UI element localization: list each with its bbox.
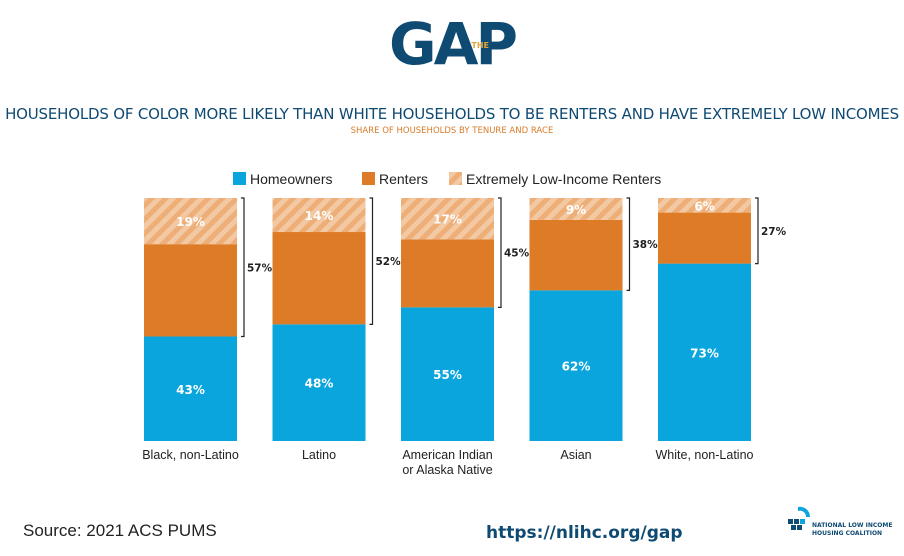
label-eli-2: 14% bbox=[305, 209, 334, 223]
label-eli-3: 17% bbox=[433, 213, 462, 227]
bracket-4 bbox=[626, 197, 631, 291]
logo-wordmark: GAP THE bbox=[388, 10, 518, 78]
bar-eli-5 bbox=[658, 198, 751, 213]
source-link[interactable]: https://nlihc.org/gap bbox=[486, 523, 683, 543]
label-homeowners-5: 73% bbox=[690, 346, 719, 360]
bracket-3 bbox=[498, 197, 502, 308]
bracket-2 bbox=[369, 197, 374, 325]
category-label-3: American Indian or Alaska Native bbox=[402, 448, 492, 477]
source-note: Source: 2021 ACS PUMS bbox=[23, 521, 217, 540]
logo-text: GAP bbox=[388, 10, 518, 78]
category-label-5: White, non-Latino bbox=[656, 448, 754, 462]
legend-swatch-1 bbox=[233, 172, 246, 185]
bar-eli-2 bbox=[272, 198, 366, 233]
bar-renters-1 bbox=[144, 244, 237, 337]
bracket-1 bbox=[241, 197, 245, 338]
chart-subtitle: SHARE OF HOUSEHOLDS BY TENURE AND RACE bbox=[350, 126, 554, 136]
legend: Homeowners Renters Extremely Low-Income Re… bbox=[233, 171, 661, 187]
logo-small-text: THE bbox=[471, 41, 489, 50]
legend-swatch-3 bbox=[449, 172, 462, 185]
bar-renters-5 bbox=[658, 212, 751, 264]
label-renters-total-4: 38% bbox=[633, 239, 659, 251]
bar-homeowners-5 bbox=[658, 263, 751, 441]
bar-renters-4 bbox=[529, 219, 623, 291]
label-renters-total-5: 27% bbox=[761, 226, 787, 238]
label-homeowners-1: 43% bbox=[176, 383, 205, 397]
chart-title: HOUSEHOLDS OF COLOR MORE LIKELY THAN WHI… bbox=[5, 105, 899, 123]
bar-renters-2 bbox=[272, 232, 366, 325]
legend-label-3: Extremely Low-Income Renters bbox=[466, 171, 661, 187]
label-renters-total-3: 45% bbox=[504, 248, 530, 260]
org-logo: NATIONAL LOW INCOME HOUSING COALITION bbox=[786, 497, 898, 547]
org-name-line2: HOUSING COALITION bbox=[812, 530, 883, 537]
org-name-line1: NATIONAL LOW INCOME bbox=[812, 522, 893, 529]
bar-homeowners-3 bbox=[401, 307, 494, 441]
bracket-5 bbox=[755, 197, 759, 265]
category-label-4: Asian bbox=[560, 448, 591, 462]
legend-label-2: Renters bbox=[379, 171, 428, 187]
stacked-bar-chart: Homeowners Renters Extremely Low-Income Re… bbox=[142, 171, 787, 477]
house-icon bbox=[788, 506, 811, 530]
label-homeowners-3: 55% bbox=[433, 368, 462, 382]
legend-swatch-2 bbox=[362, 172, 375, 185]
category-label-1: Black, non-Latino bbox=[142, 448, 239, 462]
label-homeowners-4: 62% bbox=[562, 360, 591, 374]
bar-homeowners-2 bbox=[272, 324, 366, 441]
label-eli-5: 6% bbox=[694, 199, 714, 213]
category-label-2: Latino bbox=[302, 448, 336, 462]
bar-homeowners-1 bbox=[144, 336, 237, 441]
label-homeowners-2: 48% bbox=[305, 377, 334, 391]
bar-eli-1 bbox=[144, 198, 237, 245]
bar-eli-3 bbox=[401, 198, 494, 240]
bar-homeowners-4 bbox=[529, 290, 623, 441]
label-renters-total-2: 52% bbox=[376, 256, 402, 268]
bars: 43% 19% 57% Black, non-Latino 48% 14% 52% Latin… bbox=[142, 197, 787, 477]
label-eli-1: 19% bbox=[176, 215, 205, 229]
bar-eli-4 bbox=[529, 198, 623, 220]
bar-renters-3 bbox=[401, 239, 494, 308]
logo: GAP THE bbox=[0, 12, 904, 76]
label-renters-total-1: 57% bbox=[247, 262, 273, 274]
label-eli-4: 9% bbox=[566, 203, 586, 217]
legend-label-1: Homeowners bbox=[250, 171, 332, 187]
